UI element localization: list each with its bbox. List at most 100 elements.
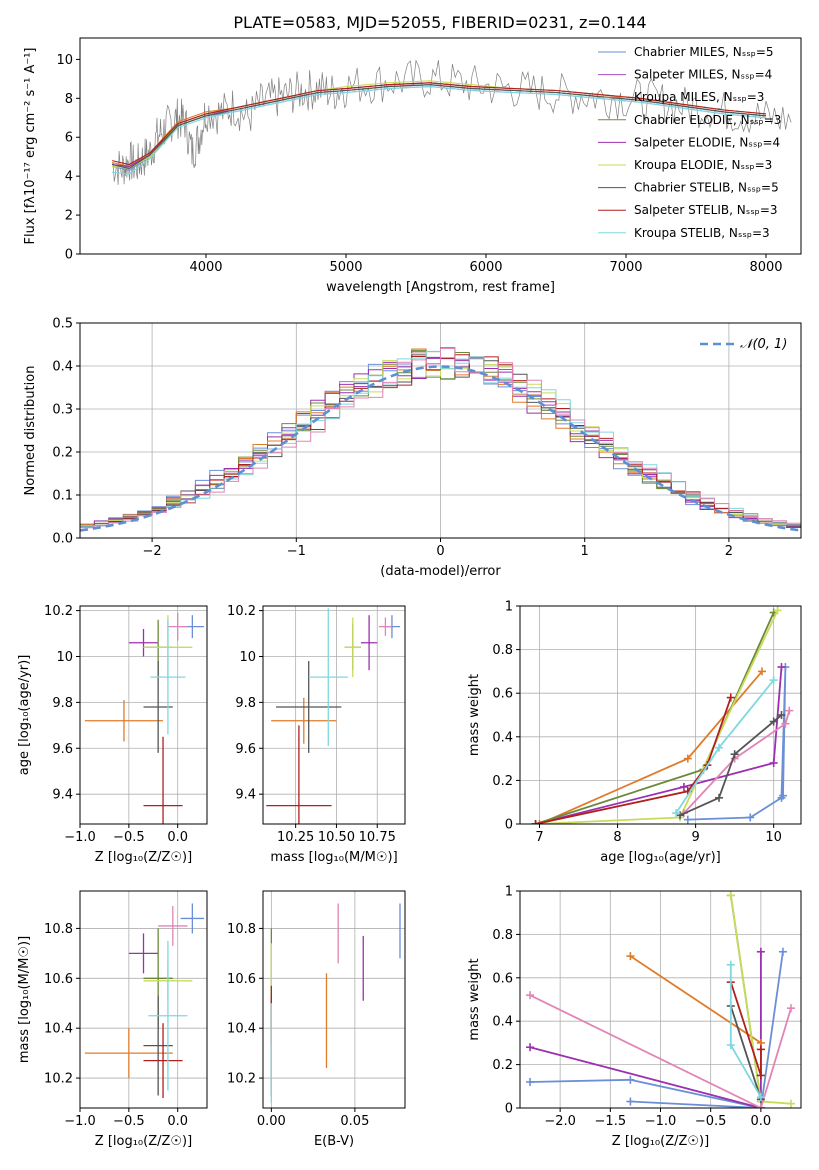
mass-weight-marker [526,991,535,1000]
mass-weight-marker [778,947,787,956]
axes-frame [519,605,802,825]
panel-mass_vs_EBV: 0.00 0.05 10.2 10.4 10.6 10.8 E(B-V) [227,890,406,1149]
errorbar-point [84,1028,173,1079]
errorbar-point [84,700,164,742]
errorbar-point [378,617,392,636]
legend-label: Salpeter ELODIE, Nₛₛₚ=4 [634,135,780,149]
mass-weight-marker [756,1071,765,1080]
mass-weight-marker [779,791,788,800]
y-tick-label: 0.5 [52,317,73,332]
errorbar-point [266,725,332,824]
legend-label: Chabrier MILES, Nₛₛₚ=5 [634,45,774,59]
y-axis-label: Flux [fλ10⁻¹⁷ erg cm⁻² s⁻¹ A⁻¹] [23,48,38,245]
x-tick-label: 0.0 [751,1114,772,1129]
y-tick-label: 10.6 [44,972,73,987]
x-tick-label: 2 [725,544,733,559]
mass-weight-line-0 [687,666,787,821]
legend-label: Kroupa MILES, Nₛₛₚ=3 [634,90,764,104]
panel-spectrum: 4000 5000 6000 7000 8000 0 2 4 6 8 10 wavelength [A… [23,37,802,295]
y-tick-label: 10.2 [44,604,73,619]
x-tick-label: 8000 [749,260,782,275]
figure-title: PLATE=0583, MJD=52055, FIBERID=0231, z=0… [233,13,646,32]
x-tick-label: 10.25 [277,830,314,845]
errorbar-point [158,905,188,946]
mass-weight-marker [526,1077,535,1086]
x-tick-label: 0 [436,544,444,559]
x-tick-label: 0.0 [167,1114,188,1129]
x-tick-label: −0.5 [113,830,145,845]
y-tick-label: 9.4 [52,788,73,803]
mass-weight-marker [726,1041,735,1050]
y-tick-label: 10.6 [227,972,256,987]
x-axis-label: Z [log₁₀(Z/Z☉)] [95,850,192,865]
errorbar-point [271,697,337,744]
x-tick-label: 7000 [609,260,642,275]
panel-age_vs_Z: −1.0 −0.5 0.0 9.4 9.6 9.8 10 10.2 Z [log₁₀(Z/Z☉)… [17,604,208,865]
spectrum-data-line [111,59,792,185]
plot-area-spectrum [111,59,792,185]
x-tick-label: 8 [613,830,621,845]
mass-weight-marker [781,719,790,728]
y-tick-label: 0 [505,818,513,833]
plot-area-weight_vs_Z [526,891,795,1108]
x-tick-label: 1 [581,544,589,559]
panel-weight_vs_age: 7 8 9 10 0 0.2 0.4 0.6 0.8 1 age [log₁₀(age/yr)] ma… [467,600,802,865]
y-tick-label: 9.6 [235,742,256,757]
mass-weight-marker [756,1104,765,1108]
mass-weight-marker [756,1045,765,1054]
mass-weight-marker [757,667,766,676]
x-tick-label: 6000 [469,260,502,275]
y-tick-label: 0.2 [492,1058,513,1073]
mass-weight-marker [769,758,778,767]
y-axis-label: Normed distribution [23,366,38,496]
x-tick-label: −1.0 [64,830,96,845]
mass-weight-marker [531,820,540,824]
y-axis-label: mass weight [467,958,482,1040]
mass-weight-marker [769,676,778,685]
x-tick-label: 10.75 [359,830,396,845]
mass-weight-marker [773,606,782,615]
errorbar-point [128,933,159,974]
x-tick-label: −1.5 [595,1114,627,1129]
mass-weight-line-7 [535,697,732,824]
plot-area-mass_vs_Z [84,903,205,1099]
y-tick-label: 0 [65,248,73,263]
y-tick-label: 0.2 [492,774,513,789]
mass-weight-marker [785,706,794,715]
y-tick-label: 9.4 [235,788,256,803]
axes-frame [79,890,208,1109]
y-axis-label: mass [log₁₀(M/M☉)] [17,936,32,1063]
axes-frame [262,890,406,1109]
y-tick-label: 0.4 [492,730,513,745]
mass-weight-line-6 [729,1005,762,1100]
panel-weight_vs_Z: −2.0 −1.5 −1.0 −0.5 0.0 0 0.2 0.4 0.6 0.8 1 Z [log₁… [467,885,802,1149]
plot-area-weight_vs_age [531,606,794,824]
spectrum-model-line-7 [112,82,767,166]
axes-frame [79,605,208,825]
x-tick-label: 10.50 [318,830,355,845]
axes-frame [519,890,802,1109]
mass-weight-marker [786,1099,795,1108]
errorbar-point [143,736,183,824]
y-tick-label: 0.8 [492,643,513,658]
mass-weight-marker [769,717,778,726]
y-tick-label: 10.8 [227,922,256,937]
mass-weight-line-3 [535,612,775,824]
legend-label: Salpeter STELIB, Nₛₛₚ=3 [634,203,778,217]
plot-area-mass_vs_EBV [270,903,401,1104]
y-tick-label: 1 [505,600,513,615]
y-tick-label: 0.2 [52,446,73,461]
spectrum-model-line-8 [112,86,767,175]
mass-weight-marker [715,743,724,752]
errorbar-point [180,903,205,934]
plot-area-age_vs_Z [84,612,205,824]
axes-frame [262,605,406,825]
y-tick-label: 0.4 [52,360,73,375]
x-tick-label: 0.0 [167,830,188,845]
legend-label: Salpeter MILES, Nₛₛₚ=4 [634,68,772,82]
y-tick-label: 0.1 [52,489,73,504]
mass-weight-line-0 [529,951,784,1108]
x-tick-label: −2.0 [544,1114,576,1129]
x-axis-label: mass [log₁₀(M/M☉)] [270,850,397,865]
